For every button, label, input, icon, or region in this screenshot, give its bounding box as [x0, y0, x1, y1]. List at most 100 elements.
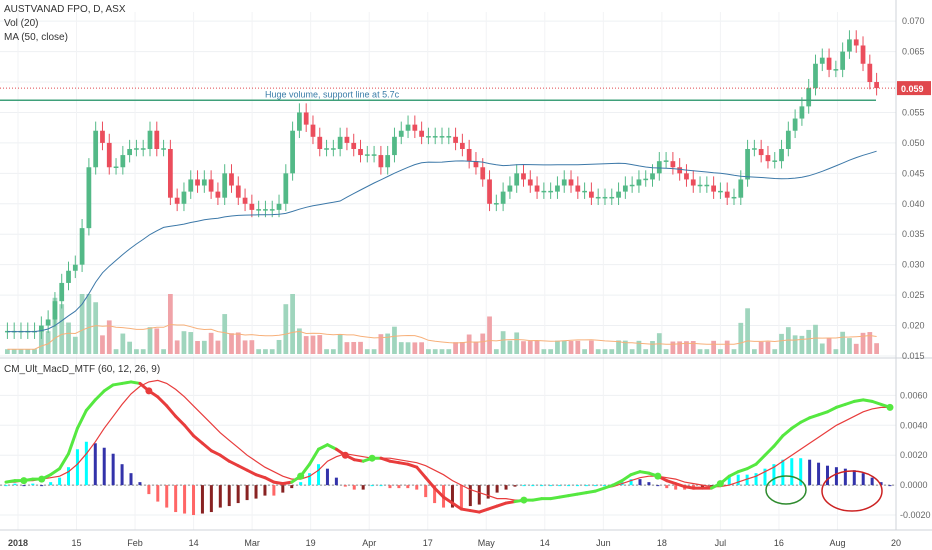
candle-body: [521, 173, 526, 180]
macd-histogram-bar: [138, 482, 142, 486]
macd-histogram-bar: [638, 479, 642, 486]
candle-body: [568, 179, 574, 186]
macd-histogram-bar: [736, 474, 740, 486]
volume-bar: [256, 349, 262, 354]
macd-line-segment: [593, 486, 606, 493]
x-tick-label: 16: [774, 538, 784, 548]
macd-histogram-bar: [888, 485, 892, 487]
macd-line-segment: [245, 468, 258, 477]
candle-body: [310, 124, 316, 137]
volume-bar: [303, 336, 309, 354]
volume-bar: [324, 349, 329, 354]
ma-label[interactable]: MA (50, close): [4, 32, 68, 43]
candle-body: [602, 196, 608, 199]
volume-bar: [500, 331, 506, 354]
grid-lines: [0, 12, 897, 530]
macd-line-segment: [674, 482, 687, 489]
macd-line-segment: [799, 416, 812, 424]
macd-histogram-bar: [549, 485, 553, 487]
macd-line-segment: [602, 483, 615, 490]
candle-body: [229, 173, 234, 186]
macd-histogram-bar: [388, 485, 392, 489]
macd-histogram-bar: [459, 485, 463, 510]
volume-bar: [215, 340, 221, 354]
macd-histogram-bar: [727, 476, 731, 486]
macd-line-segment: [424, 476, 437, 490]
macd-histogram-bar: [281, 485, 285, 493]
volume-bar: [364, 349, 370, 354]
macd-histogram-bar: [602, 485, 606, 487]
macd-line-segment: [808, 413, 821, 420]
volume-bar: [833, 349, 839, 354]
macd-histogram-bar: [361, 485, 365, 490]
volume-bar: [385, 333, 391, 354]
candle-body: [500, 191, 506, 204]
macd-line-segment: [263, 476, 276, 484]
candle-body: [751, 148, 757, 150]
volume-bar: [432, 349, 438, 354]
candle-body: [161, 148, 166, 150]
macd-tick-label: 0.0020: [900, 450, 928, 460]
volume-bar: [466, 334, 472, 354]
macd-line-segment: [192, 434, 204, 445]
candle-body: [507, 185, 513, 192]
macd-line-segment: [281, 480, 294, 486]
macd-line-segment: [683, 485, 696, 490]
candle-body: [398, 130, 404, 137]
macd-histogram-bar: [245, 485, 249, 501]
candle-body: [758, 148, 764, 156]
indicator-legend: CM_Ult_MacD_MTF (60, 12, 26, 9): [4, 363, 160, 377]
price-tick-label: 0.055: [902, 107, 925, 117]
volume-bar: [222, 314, 228, 354]
volume-bar: [792, 335, 798, 354]
volume-bar: [704, 349, 710, 354]
candle-body: [93, 130, 99, 168]
candle-body: [276, 203, 282, 210]
candle-body: [609, 196, 615, 199]
indicator-label[interactable]: CM_Ult_MacD_MTF (60, 12, 26, 9): [4, 364, 161, 375]
price-tick-label: 0.015: [902, 351, 925, 361]
macd-histogram-bar: [129, 473, 133, 486]
candle-body: [622, 185, 628, 192]
macd-histogram-bar: [772, 464, 776, 486]
volume-bar: [555, 340, 560, 354]
volume-bar: [127, 341, 133, 354]
macd-line-segment: [156, 395, 169, 408]
price-tick-label: 0.070: [902, 16, 925, 26]
macd-histogram-bar: [870, 477, 874, 486]
candle-body: [297, 112, 302, 131]
volume-bar: [276, 339, 282, 354]
macd-line-segment: [388, 459, 401, 465]
macd-cross-dot: [368, 454, 376, 462]
macd-histogram-bar: [433, 485, 437, 504]
volume-bar: [11, 349, 17, 354]
macd-line-segment: [406, 462, 419, 469]
macd-histogram-bar: [629, 479, 633, 486]
symbol-label[interactable]: AUSTVANAD FPO, D, ASX: [4, 4, 126, 15]
volume-bar: [18, 349, 24, 354]
candle-body: [799, 106, 805, 119]
macd-line-segment: [111, 381, 124, 387]
candle-body: [147, 130, 153, 149]
macd-histogram-bar: [745, 474, 749, 486]
macd-histogram-bar: [102, 447, 106, 486]
volume-label[interactable]: Vol (20): [4, 18, 39, 29]
volume-bar: [208, 332, 214, 354]
moving-average-line: [7, 150, 877, 333]
macd-line-segment: [49, 467, 62, 477]
macd-histogram-bar: [308, 473, 312, 486]
candle-body: [833, 69, 839, 71]
candle-body: [514, 173, 520, 186]
candle-body: [487, 179, 492, 204]
volume-bar: [140, 349, 146, 354]
macd-histogram-bar: [468, 485, 472, 507]
volume-bar: [507, 340, 513, 354]
macd-cross-dot: [716, 480, 724, 488]
volume-bar: [724, 340, 730, 354]
x-tick-label: 18: [657, 538, 667, 548]
candle-body: [337, 136, 343, 149]
candle-body: [256, 209, 262, 211]
volume-bar: [161, 349, 166, 354]
macd-histogram-bar: [558, 485, 562, 487]
candle-body: [385, 155, 391, 168]
